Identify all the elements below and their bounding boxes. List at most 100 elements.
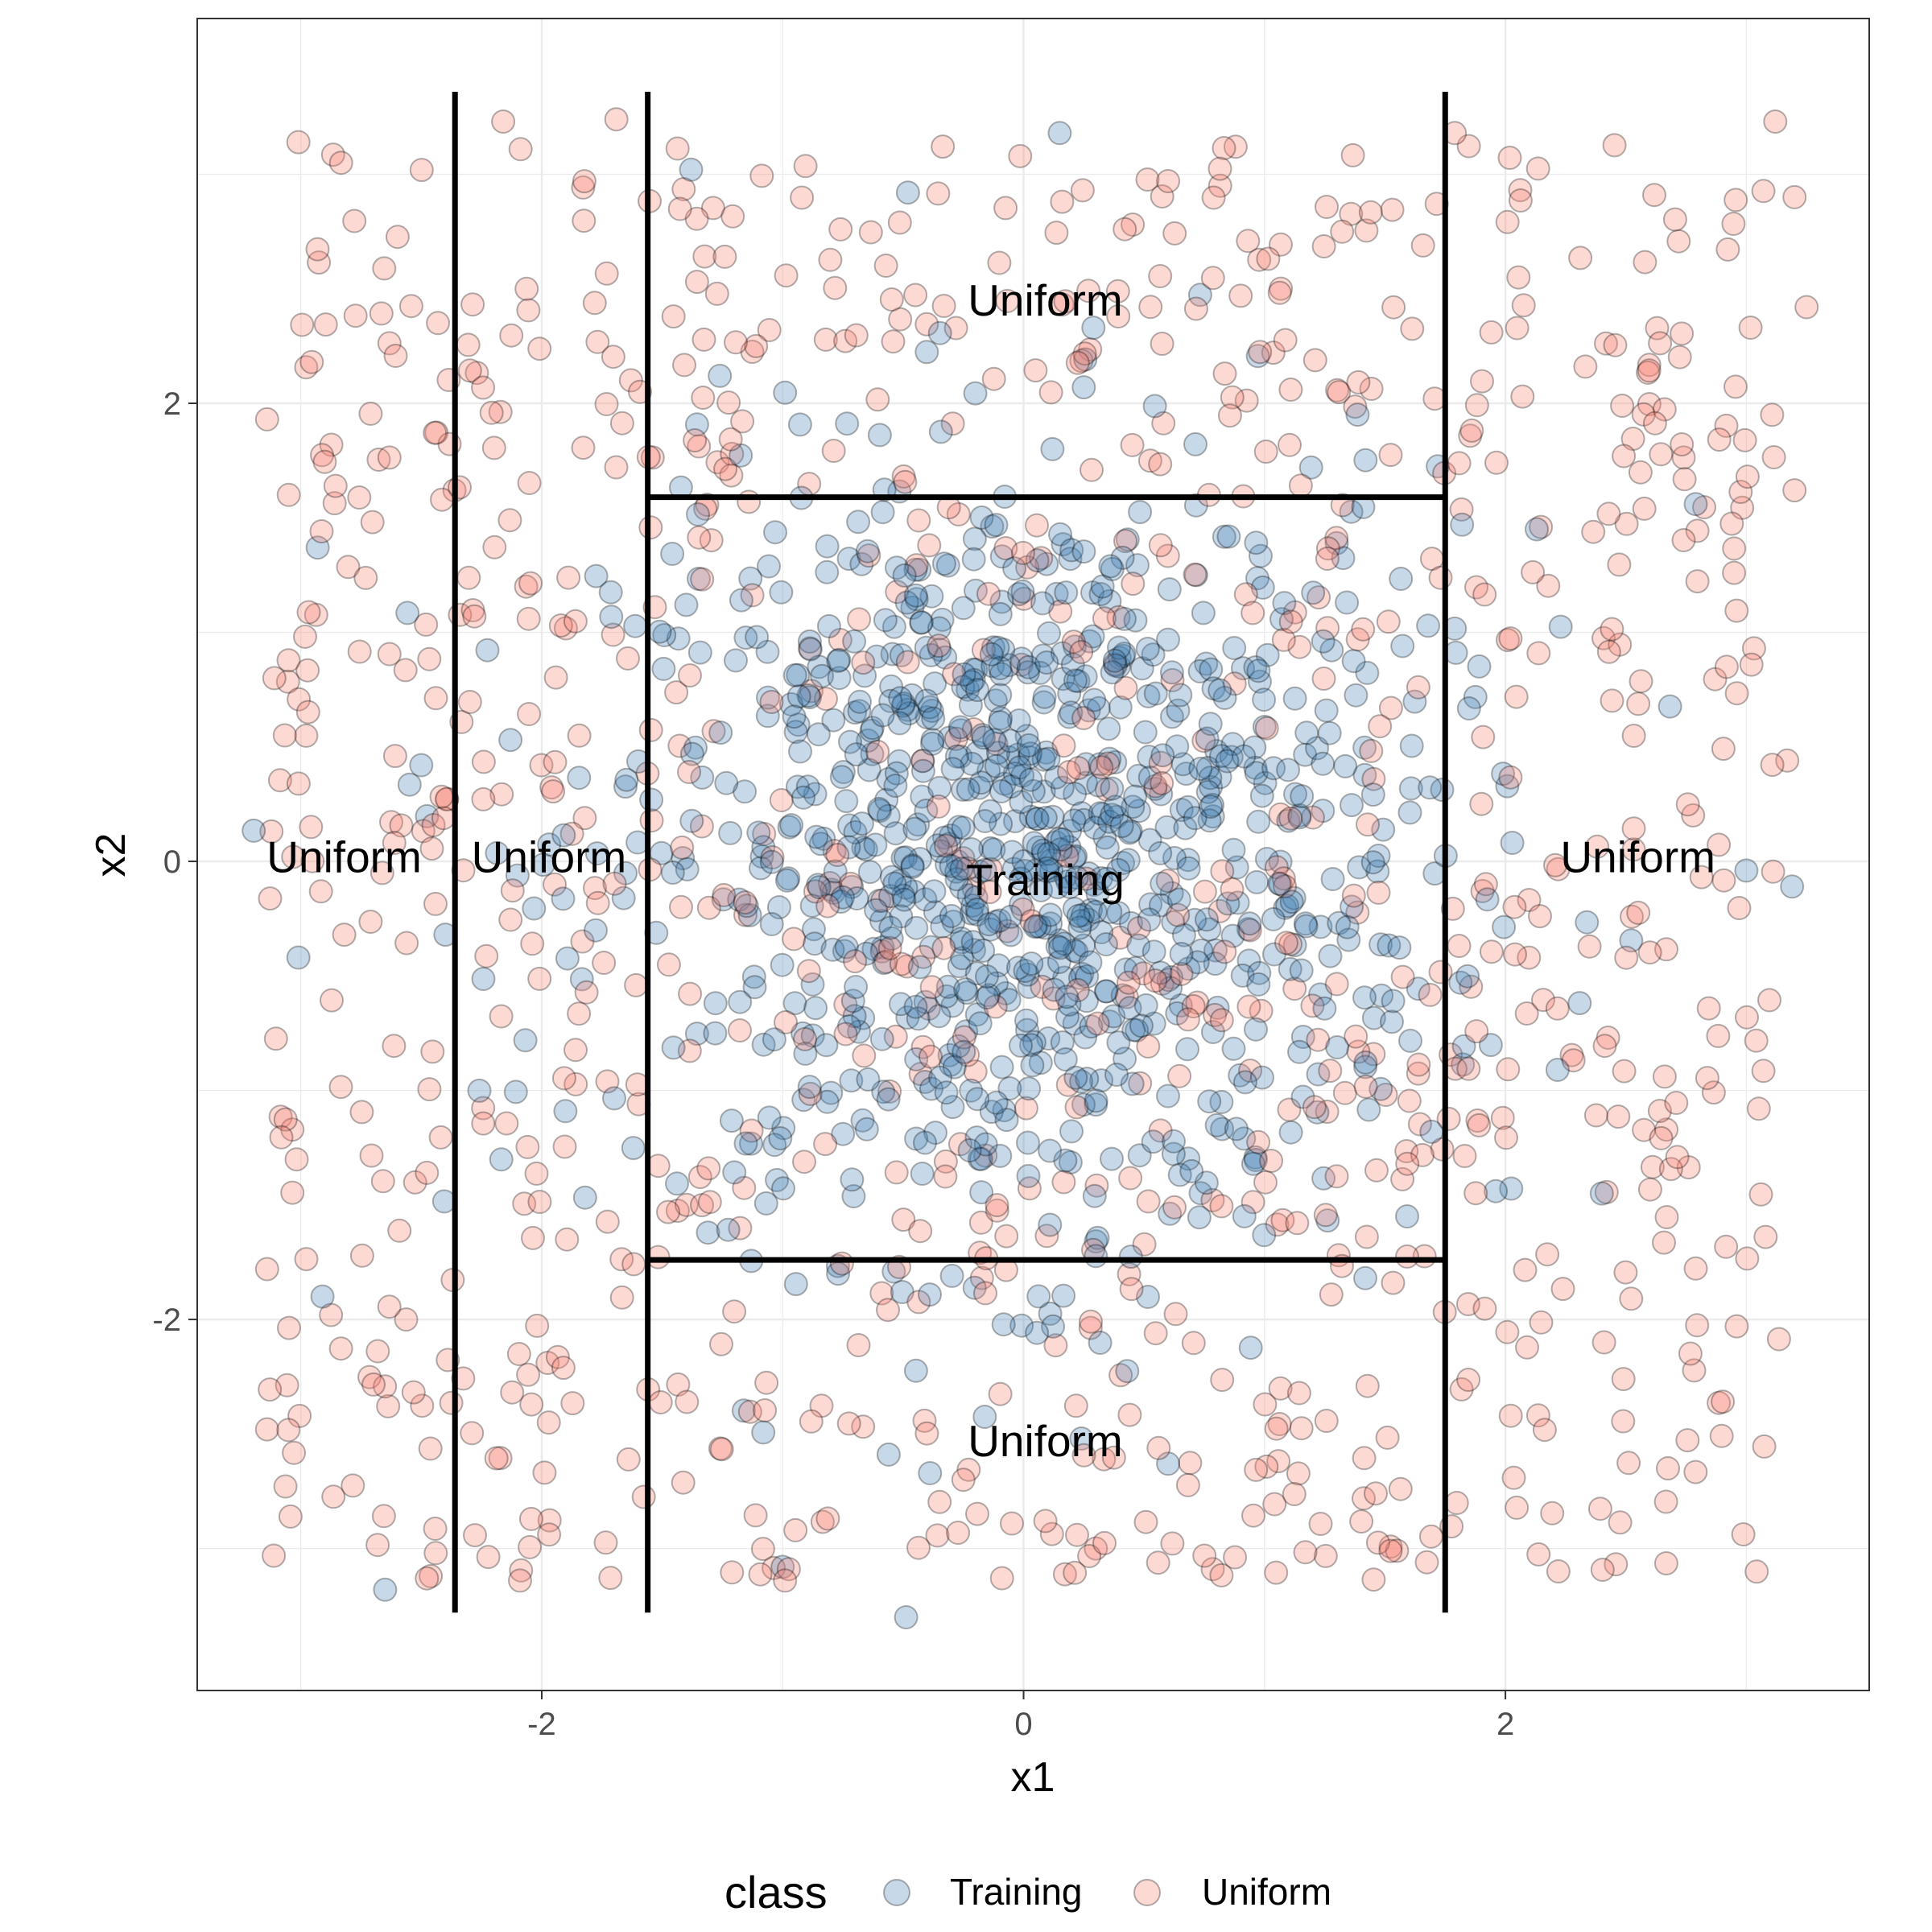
training-point — [950, 946, 975, 971]
uniform-point — [1763, 109, 1788, 134]
training-point — [1575, 910, 1600, 935]
training-point — [1165, 734, 1190, 759]
training-point — [1289, 958, 1314, 983]
uniform-point — [1751, 1059, 1776, 1084]
uniform-point — [691, 327, 716, 352]
training-point — [913, 1130, 937, 1155]
training-point — [991, 638, 1016, 663]
training-point — [935, 553, 960, 578]
training-point — [1084, 1229, 1108, 1254]
uniform-point — [879, 287, 904, 312]
training-point — [1198, 712, 1223, 737]
training-point — [1204, 1113, 1229, 1137]
region-label: Uniform — [266, 832, 422, 881]
training-point — [993, 980, 1018, 1005]
training-point — [1254, 847, 1279, 871]
uniform-point — [263, 1026, 288, 1051]
training-point — [1159, 881, 1184, 906]
training-point — [1001, 857, 1026, 881]
uniform-point — [1241, 1503, 1265, 1528]
uniform-point — [1459, 974, 1484, 999]
uniform-point — [1465, 1108, 1490, 1133]
training-point — [1113, 957, 1138, 982]
training-point — [940, 757, 965, 782]
uniform-point — [1133, 1509, 1158, 1534]
uniform-point — [1629, 669, 1653, 694]
uniform-point — [1210, 1368, 1235, 1393]
training-point — [1203, 952, 1228, 976]
uniform-point — [1471, 724, 1496, 749]
uniform-point — [598, 1566, 623, 1591]
uniform-point — [1019, 909, 1044, 934]
uniform-point — [1102, 652, 1127, 677]
uniform-point — [1525, 156, 1550, 181]
training-point — [1104, 804, 1129, 829]
training-point — [1112, 642, 1137, 666]
training-point — [923, 900, 947, 925]
uniform-point — [1719, 511, 1744, 536]
training-point — [774, 868, 799, 893]
uniform-point — [1353, 1074, 1378, 1099]
uniform-point — [1192, 1543, 1217, 1568]
training-point — [1084, 1092, 1108, 1117]
training-point — [687, 640, 712, 665]
uniform-point — [1536, 573, 1561, 598]
training-point — [895, 180, 920, 205]
uniform-point — [462, 604, 487, 629]
training-point — [1121, 795, 1146, 819]
uniform-point — [1645, 316, 1670, 341]
training-point — [803, 782, 828, 807]
uniform-point — [1501, 1465, 1526, 1490]
uniform-point — [448, 475, 472, 500]
training-point — [1033, 806, 1058, 830]
uniform-point — [1526, 641, 1551, 666]
uniform-point — [1248, 340, 1273, 365]
training-point — [755, 704, 780, 729]
training-point — [847, 1019, 872, 1044]
training-point — [849, 551, 874, 576]
uniform-point — [1721, 212, 1746, 236]
training-point — [1657, 694, 1682, 719]
uniform-point — [460, 292, 485, 317]
uniform-point — [609, 1285, 634, 1310]
training-point — [965, 678, 989, 703]
training-point — [984, 513, 1009, 538]
training-point — [1047, 121, 1072, 146]
training-point — [1011, 849, 1036, 873]
uniform-point — [529, 753, 554, 778]
uniform-point — [690, 567, 715, 592]
uniform-point — [387, 1218, 412, 1243]
uniform-point — [1528, 904, 1552, 929]
uniform-point — [910, 749, 935, 774]
training-point — [1215, 749, 1240, 774]
uniform-point — [1390, 964, 1415, 989]
training-point — [956, 677, 980, 702]
uniform-point — [1464, 575, 1488, 600]
uniform-point — [677, 1038, 702, 1063]
training-point — [1243, 1145, 1268, 1170]
uniform-point — [1543, 852, 1567, 877]
training-point — [1545, 1058, 1570, 1082]
training-point — [949, 927, 974, 951]
training-point — [985, 635, 1010, 660]
uniform-point — [321, 1484, 346, 1509]
training-point — [797, 1075, 822, 1100]
uniform-point — [933, 1164, 958, 1189]
uniform-point — [847, 607, 872, 632]
training-point — [1451, 1034, 1476, 1059]
y-tick-label: 2 — [163, 386, 181, 422]
training-point — [1179, 1158, 1204, 1183]
uniform-point — [891, 1208, 916, 1232]
uniform-point — [773, 1568, 798, 1593]
uniform-point — [559, 821, 584, 846]
uniform-point — [1269, 276, 1294, 301]
uniform-point — [796, 959, 821, 984]
uniform-point — [532, 1460, 557, 1485]
uniform-point — [1085, 1011, 1110, 1036]
training-point — [927, 320, 952, 345]
training-point — [1327, 910, 1352, 935]
training-point — [1058, 1150, 1083, 1174]
uniform-point — [887, 210, 912, 235]
uniform-point — [1135, 167, 1160, 192]
uniform-point — [1192, 879, 1217, 904]
